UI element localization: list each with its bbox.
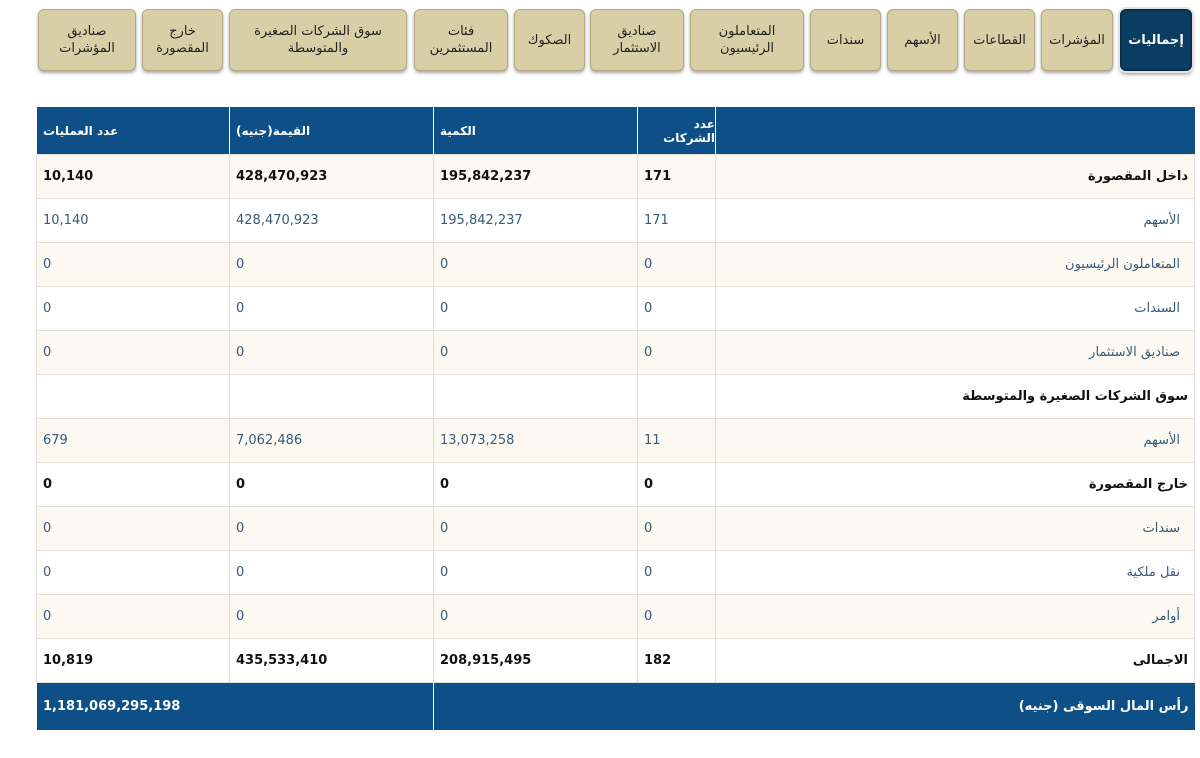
table-row: المتعاملون الرئيسيون 0 0 0 0: [36, 242, 1195, 287]
cell-count: 171: [637, 198, 716, 243]
cell-count: 0: [637, 506, 716, 551]
row-name: الأسهم: [715, 418, 1195, 463]
cell-value: 428,470,923: [229, 154, 434, 199]
row-name: السندات: [715, 286, 1195, 331]
cell-operations: 679: [36, 418, 230, 463]
table-row: نقل ملكية 0 0 0 0: [36, 550, 1195, 595]
cell-count: 171: [637, 154, 716, 199]
tab-totals[interactable]: إجماليات: [1120, 9, 1192, 71]
cell-quantity: 195,842,237: [433, 198, 638, 243]
table-header-row: عدد الشركات الكمية القيمة(جنيه) عدد العم…: [36, 107, 1195, 155]
cell-value: 7,062,486: [229, 418, 434, 463]
cell-quantity: 13,073,258: [433, 418, 638, 463]
cell-value: 0: [229, 506, 434, 551]
cell-count: 0: [637, 286, 716, 331]
cell-quantity: 0: [433, 550, 638, 595]
header-value: القيمة(جنيه): [229, 107, 434, 155]
cell-operations: 0: [36, 330, 230, 375]
tab-stocks[interactable]: الأسهم: [887, 9, 958, 71]
table-row: خارج المقصورة 0 0 0 0: [36, 462, 1195, 507]
cell-operations: [36, 374, 230, 419]
market-cap-value: 1,181,069,295,198: [36, 682, 434, 730]
tab-primary-dealers[interactable]: المتعاملون الرئيسيون: [690, 9, 804, 71]
cell-count: 182: [637, 638, 716, 683]
header-operations: عدد العمليات: [36, 107, 230, 155]
row-name: الاجمالى: [715, 638, 1195, 683]
table-row: الأسهم 11 13,073,258 7,062,486 679: [36, 418, 1195, 463]
cell-value: 0: [229, 594, 434, 639]
tab-investor-categories[interactable]: فئات المستثمرين: [414, 9, 508, 71]
cell-count: 0: [637, 550, 716, 595]
tab-off-floor[interactable]: خارج المقصورة: [142, 9, 223, 71]
cell-count: [637, 374, 716, 419]
row-name: داخل المقصورة: [715, 154, 1195, 199]
cell-operations: 10,819: [36, 638, 230, 683]
cell-quantity: 0: [433, 462, 638, 507]
cell-value: [229, 374, 434, 419]
row-name: سندات: [715, 506, 1195, 551]
cell-value: 435,533,410: [229, 638, 434, 683]
header-name: [715, 107, 1195, 155]
cell-value: 0: [229, 242, 434, 287]
cell-quantity: [433, 374, 638, 419]
tab-investment-funds[interactable]: صناديق الاستثمار: [590, 9, 684, 71]
table-row: صناديق الاستثمار 0 0 0 0: [36, 330, 1195, 375]
cell-operations: 0: [36, 286, 230, 331]
cell-value: 0: [229, 330, 434, 375]
row-name: نقل ملكية: [715, 550, 1195, 595]
header-company-count: عدد الشركات: [637, 107, 716, 155]
table-row: أوامر 0 0 0 0: [36, 594, 1195, 639]
tab-sme-market[interactable]: سوق الشركات الصغيرة والمتوسطة: [229, 9, 407, 71]
table-row: داخل المقصورة 171 195,842,237 428,470,92…: [36, 154, 1195, 199]
tab-bonds[interactable]: سندات: [810, 9, 881, 71]
cell-value: 0: [229, 286, 434, 331]
table-row: سندات 0 0 0 0: [36, 506, 1195, 551]
tab-indices[interactable]: المؤشرات: [1041, 9, 1113, 71]
row-name: صناديق الاستثمار: [715, 330, 1195, 375]
cell-quantity: 0: [433, 594, 638, 639]
cell-operations: 0: [36, 550, 230, 595]
market-cap-label: رأس المال السوقى (جنيه): [433, 682, 1195, 730]
cell-value: 0: [229, 462, 434, 507]
table-row: سوق الشركات الصغيرة والمتوسطة: [36, 374, 1195, 419]
cell-operations: 0: [36, 506, 230, 551]
cell-count: 0: [637, 242, 716, 287]
row-name: خارج المقصورة: [715, 462, 1195, 507]
tab-sukuk[interactable]: الصكوك: [514, 9, 585, 71]
cell-quantity: 208,915,495: [433, 638, 638, 683]
cell-count: 0: [637, 594, 716, 639]
row-name: المتعاملون الرئيسيون: [715, 242, 1195, 287]
cell-operations: 0: [36, 462, 230, 507]
totals-table: عدد الشركات الكمية القيمة(جنيه) عدد العم…: [36, 107, 1195, 730]
market-cap-row: رأس المال السوقى (جنيه) 1,181,069,295,19…: [36, 682, 1195, 730]
cell-count: 11: [637, 418, 716, 463]
cell-quantity: 0: [433, 330, 638, 375]
row-name: الأسهم: [715, 198, 1195, 243]
cell-operations: 10,140: [36, 154, 230, 199]
table-row: السندات 0 0 0 0: [36, 286, 1195, 331]
row-name: أوامر: [715, 594, 1195, 639]
cell-value: 428,470,923: [229, 198, 434, 243]
cell-quantity: 0: [433, 506, 638, 551]
cell-quantity: 195,842,237: [433, 154, 638, 199]
cell-operations: 0: [36, 594, 230, 639]
header-quantity: الكمية: [433, 107, 638, 155]
cell-value: 0: [229, 550, 434, 595]
cell-count: 0: [637, 462, 716, 507]
tab-etf[interactable]: صناديق المؤشرات: [38, 9, 136, 71]
row-name: سوق الشركات الصغيرة والمتوسطة: [715, 374, 1195, 419]
table-row: الأسهم 171 195,842,237 428,470,923 10,14…: [36, 198, 1195, 243]
cell-count: 0: [637, 330, 716, 375]
cell-quantity: 0: [433, 242, 638, 287]
tab-bar: إجماليات المؤشرات القطاعات الأسهم سندات …: [0, 9, 1200, 75]
table-row: الاجمالى 182 208,915,495 435,533,410 10,…: [36, 638, 1195, 683]
tab-sectors[interactable]: القطاعات: [964, 9, 1035, 71]
cell-operations: 10,140: [36, 198, 230, 243]
cell-quantity: 0: [433, 286, 638, 331]
cell-operations: 0: [36, 242, 230, 287]
